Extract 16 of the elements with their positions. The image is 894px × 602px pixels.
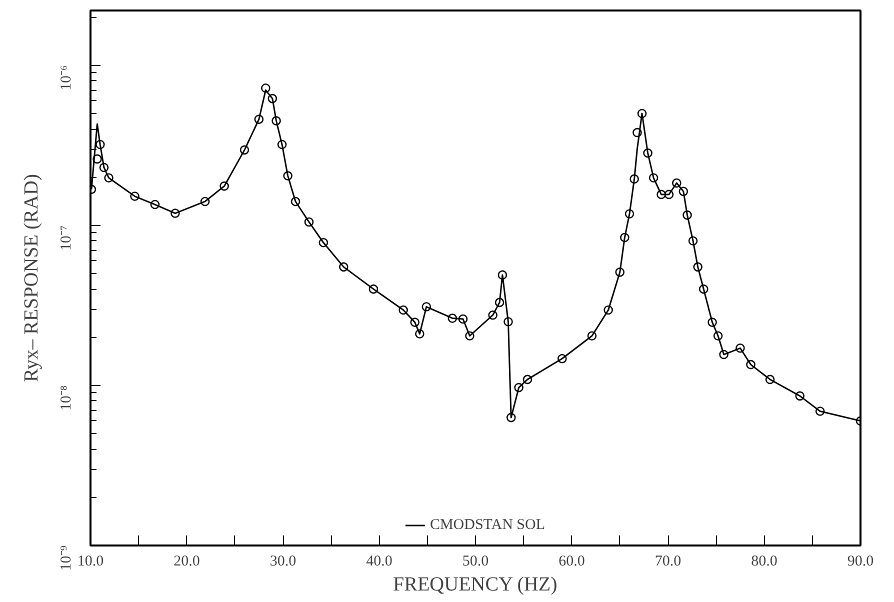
x-tick-label: 60.0 <box>558 554 585 570</box>
x-tick-label: 20.0 <box>174 554 200 570</box>
legend-label: CMODSTAN SOL <box>430 516 546 534</box>
y-tick-label: 10⁻⁶ <box>58 65 74 91</box>
y-tick-label: 10⁻⁷ <box>58 225 74 251</box>
y-axis-title: Ryx– RESPONSE (RAD) <box>20 174 42 382</box>
x-tick-label: 40.0 <box>366 554 392 570</box>
x-axis-title: FREQUENCY (HZ) <box>393 574 558 596</box>
x-tick-label: 30.0 <box>270 554 296 570</box>
x-tick-label: 50.0 <box>462 554 489 570</box>
x-tick-label: 80.0 <box>751 554 778 570</box>
y-tick-label: 10⁻⁹ <box>58 545 74 571</box>
x-tick-label: 10.0 <box>77 554 104 570</box>
x-tick-label: 70.0 <box>654 554 682 570</box>
x-tick-label: 90.0 <box>847 554 874 570</box>
y-tick-label: 10⁻⁸ <box>58 385 74 411</box>
